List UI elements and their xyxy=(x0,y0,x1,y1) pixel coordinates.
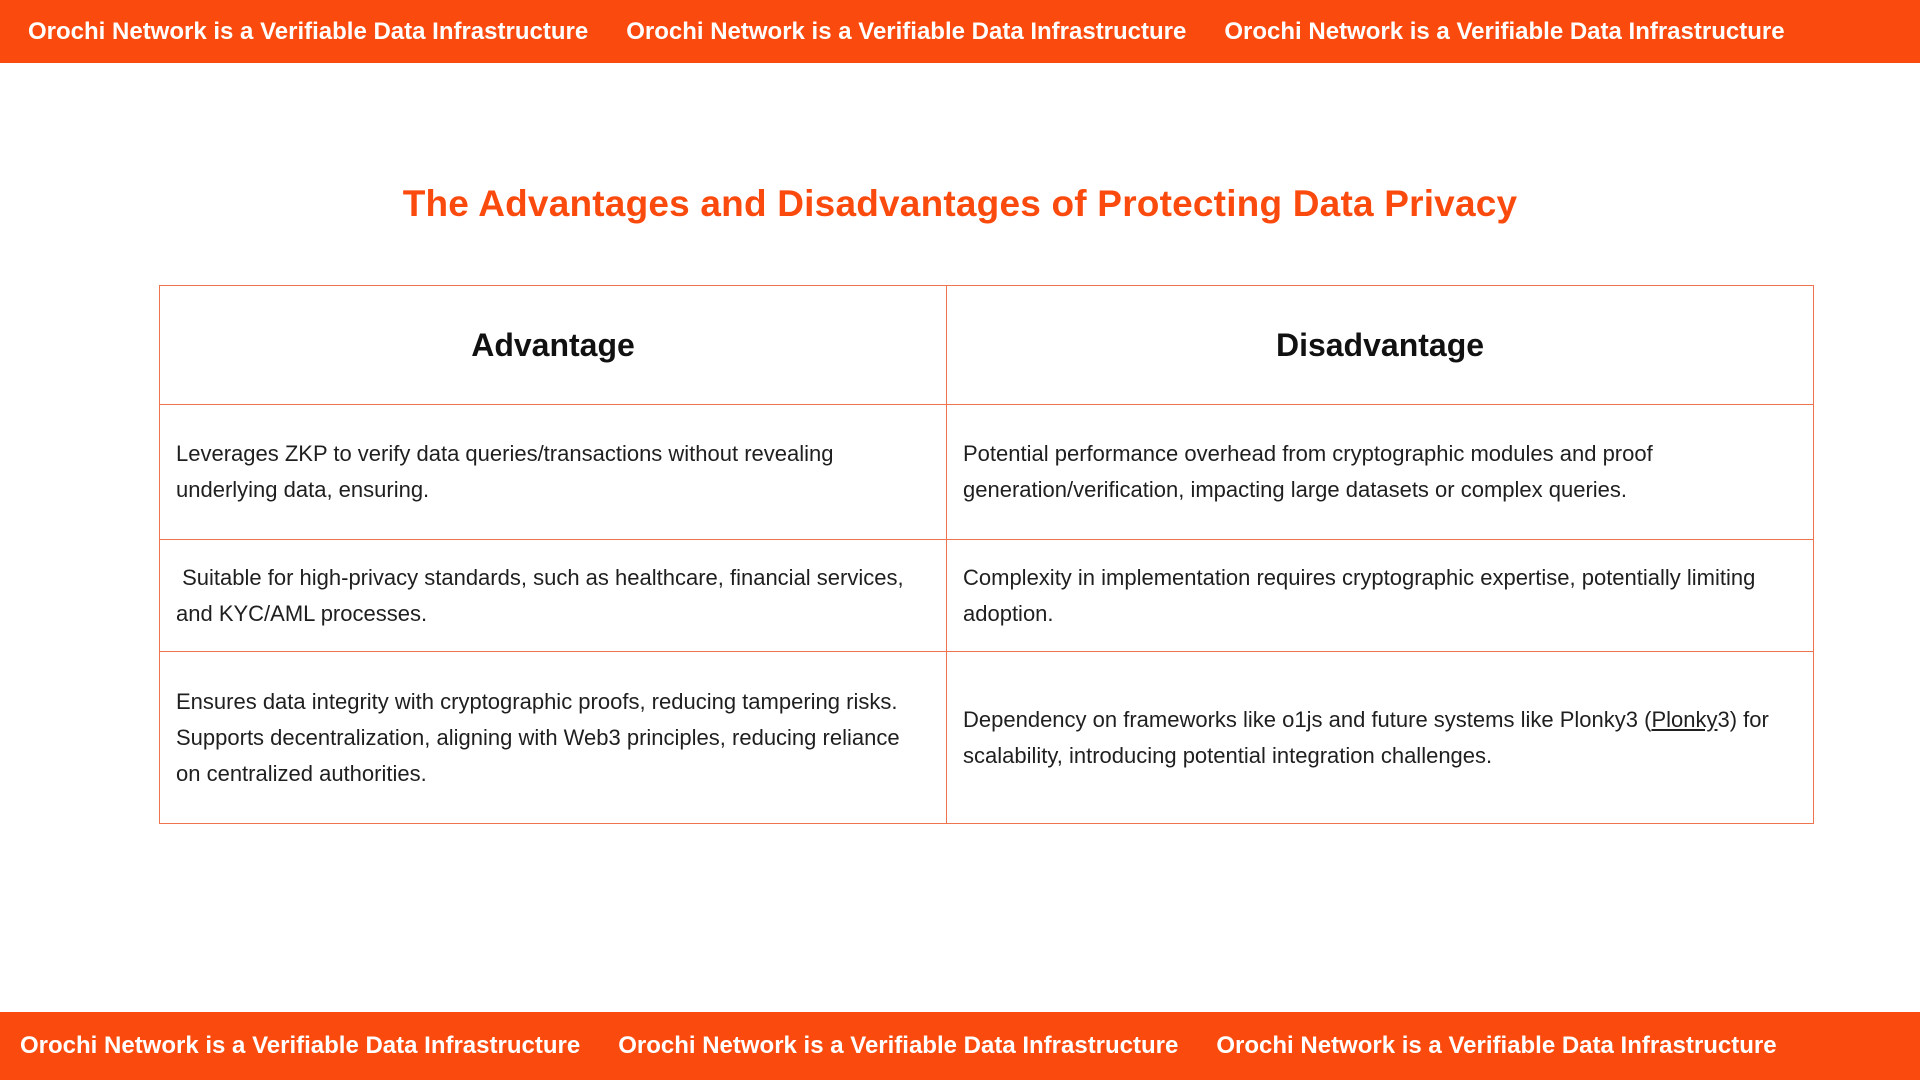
page-title: The Advantages and Disadvantages of Prot… xyxy=(402,183,1518,224)
disadvantage-cell: Complexity in implementation requires cr… xyxy=(946,539,1814,652)
plonky-link[interactable]: Plonky xyxy=(1651,706,1718,732)
top-banner-text: Orochi Network is a Verifiable Data Infr… xyxy=(28,17,589,45)
table-row: Ensures data integrity with cryptographi… xyxy=(159,651,1814,824)
advantage-cell: Ensures data integrity with cryptographi… xyxy=(159,651,947,824)
advantages-table: Advantage Disadvantage Leverages ZKP to … xyxy=(159,285,1814,824)
bottom-banner-text: Orochi Network is a Verifiable Data Infr… xyxy=(20,1032,581,1059)
top-banner: Orochi Network is a Verifiable Data Infr… xyxy=(0,0,1920,63)
bottom-banner-text: Orochi Network is a Verifiable Data Infr… xyxy=(618,1032,1179,1059)
disadvantage-column-header: Disadvantage xyxy=(946,285,1814,405)
disadvantage-text-suffix: 3) for scalability, introducing potentia… xyxy=(963,706,1775,768)
advantage-cell: Suitable for high-privacy standards, suc… xyxy=(159,539,947,652)
table-row: Suitable for high-privacy standards, suc… xyxy=(159,539,1814,652)
top-banner-text: Orochi Network is a Verifiable Data Infr… xyxy=(1224,17,1785,45)
top-banner-text: Orochi Network is a Verifiable Data Infr… xyxy=(626,17,1187,45)
disadvantage-cell: Dependency on frameworks like o1js and f… xyxy=(946,651,1814,824)
advantage-column-header: Advantage xyxy=(159,285,947,405)
table-row: Leverages ZKP to verify data queries/tra… xyxy=(159,404,1814,540)
advantage-cell: Leverages ZKP to verify data queries/tra… xyxy=(159,404,947,540)
disadvantage-cell: Potential performance overhead from cryp… xyxy=(946,404,1814,540)
table-header-row: Advantage Disadvantage xyxy=(159,285,1814,405)
disadvantage-text-prefix: Dependency on frameworks like o1js and f… xyxy=(963,706,1652,732)
bottom-banner-text: Orochi Network is a Verifiable Data Infr… xyxy=(1216,1032,1777,1059)
bottom-banner: Orochi Network is a Verifiable Data Infr… xyxy=(0,1012,1920,1080)
